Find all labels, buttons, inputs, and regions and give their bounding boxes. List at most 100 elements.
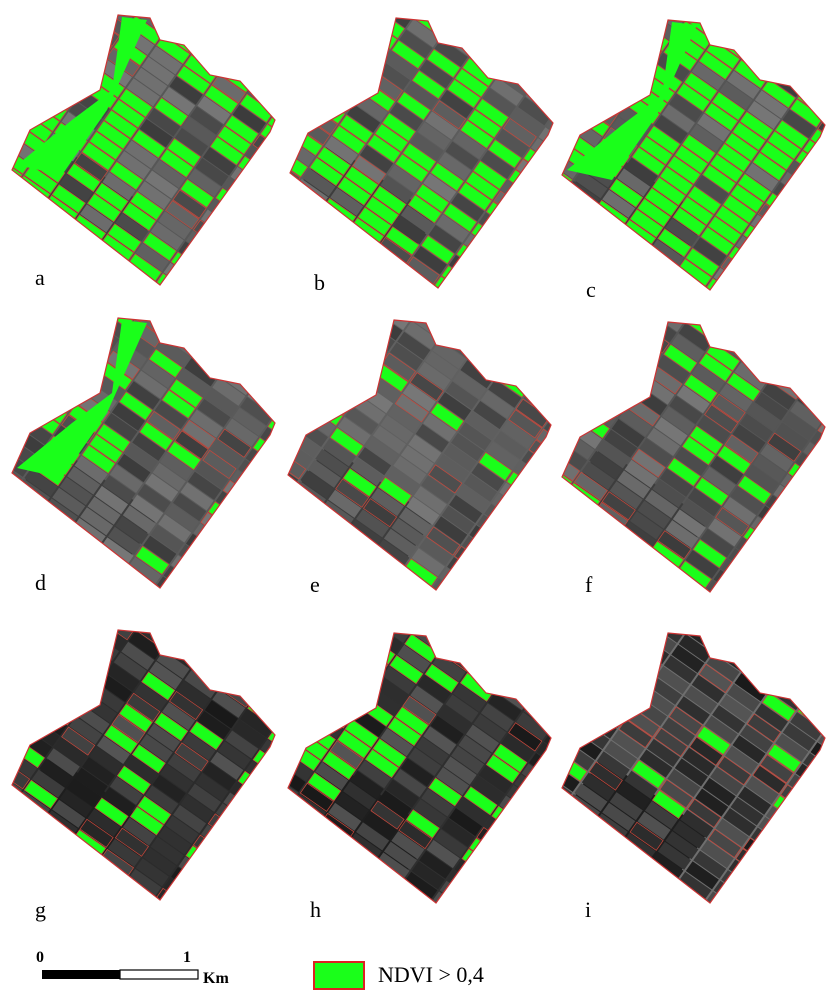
vegetation-patch [430,162,465,192]
field [78,643,112,672]
field [623,284,656,312]
field [54,737,88,766]
field [150,836,184,866]
vegetation-patch [131,129,166,159]
vegetation-patch [377,476,413,506]
field [524,796,557,824]
field [124,140,158,169]
field [750,827,784,856]
field [615,633,649,634]
vegetation-patch [605,678,640,708]
field [213,553,247,582]
field [206,325,241,355]
field [128,868,162,898]
vegetation-patch [243,207,275,237]
field [160,452,194,481]
field [87,496,121,525]
field [631,448,666,478]
field [510,660,544,689]
field [421,475,455,504]
field [0,793,7,821]
field [202,147,236,176]
field [765,495,799,524]
field [777,671,811,700]
vegetation-patch [50,15,85,38]
vegetation-patch [659,166,694,196]
vegetation-patch [386,0,419,17]
field [562,390,582,419]
vegetation-patch [389,654,424,685]
vegetation-patch [205,260,240,285]
panel-label: g [35,897,46,922]
vegetation-patch [465,171,500,201]
field [410,610,443,638]
field [165,200,200,230]
field [734,362,768,391]
field [476,274,511,288]
field [205,563,240,588]
field [430,715,464,744]
vegetation-patch [111,99,146,129]
field [601,491,636,521]
field [35,333,69,362]
field [41,384,75,414]
field [646,427,681,457]
field [623,595,656,623]
field [447,320,481,348]
field [650,633,684,643]
field [723,807,757,837]
field [108,289,141,317]
field [148,899,182,900]
panel-label: b [314,270,325,295]
vegetation-patch [394,153,429,183]
field [693,237,727,266]
field [12,104,17,134]
field [562,379,590,409]
field [184,908,217,936]
field [197,398,231,428]
vegetation-patch [727,309,760,337]
field [162,628,195,656]
field [94,485,129,515]
vegetation-patch [467,109,502,139]
field [67,466,101,495]
field [417,600,450,628]
field [223,177,257,206]
field [419,850,453,879]
field [489,554,524,584]
field [713,880,747,903]
field [258,800,275,831]
field [389,580,423,590]
vegetation-patch [691,602,724,630]
vegetation-patch [731,121,767,151]
field [461,535,496,564]
field [801,815,825,844]
field [52,487,86,516]
field [721,322,755,350]
field [591,699,625,729]
vegetation-patch [433,275,468,288]
field [754,703,788,732]
field [363,258,397,287]
field [663,655,697,684]
field [149,46,183,75]
map-outline [287,632,552,904]
field [588,761,623,791]
vegetation-patch [55,60,90,90]
field [217,741,251,770]
field [756,641,790,670]
field [266,175,275,204]
vegetation-patch [767,130,802,160]
vegetation-patch [331,125,366,155]
field [173,492,207,522]
vegetation-patch [262,364,275,394]
vegetation-patch [639,135,674,166]
field [111,402,145,431]
field [719,694,753,723]
field [48,374,82,403]
field [163,262,197,285]
vegetation-patch [224,114,259,145]
field [134,682,168,711]
vegetation-patch [29,519,64,549]
vegetation-patch [180,178,215,209]
